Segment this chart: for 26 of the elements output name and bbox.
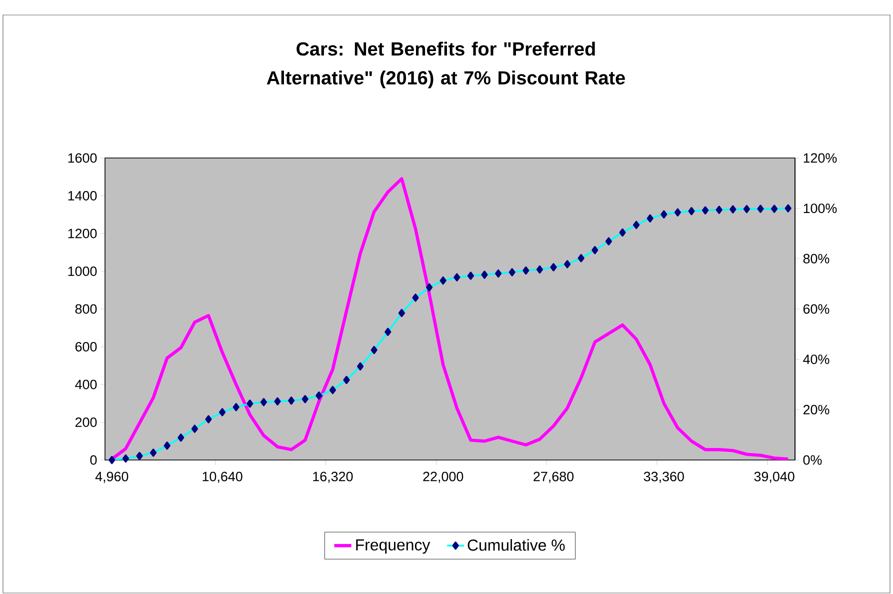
chart-title: Cars: Net Benefits for "Preferred Alternative" (2016) at 7% Discount Rate [266, 42, 625, 88]
x-tick-label: 16,320 [313, 472, 353, 483]
y-tick-label: 0 [90, 455, 97, 465]
x-tick-label: 4,960 [95, 472, 128, 483]
y-tick-label: 1400 [68, 190, 97, 200]
x-tick-label: 39,040 [754, 472, 794, 483]
y2-tick-label: 120% [804, 153, 837, 163]
x-tick-label: 27,680 [534, 472, 574, 483]
legend-label: Cumulative % [468, 539, 565, 551]
y-tick-label: 1600 [68, 153, 97, 163]
y-tick-label: 1200 [68, 228, 97, 238]
y2-tick-label: 40% [803, 354, 830, 364]
y2-tick-label: 100% [804, 204, 837, 214]
y-tick-label: 400 [75, 380, 97, 390]
y-tick-label: 200 [75, 417, 97, 428]
y-tick-label: 800 [75, 304, 97, 314]
y-tick-label: 600 [75, 342, 97, 352]
y2-tick-label: 20% [803, 404, 830, 414]
y2-tick-label: 80% [803, 254, 830, 264]
x-tick-label: 10,640 [202, 472, 242, 483]
x-tick-label: 33,360 [644, 472, 684, 483]
y2-tick-label: 0% [803, 455, 822, 465]
y2-tick-label: 60% [803, 304, 830, 314]
y-tick-label: 1000 [68, 266, 97, 276]
x-tick-label: 22,000 [423, 472, 464, 483]
legend-label: Frequency [356, 539, 430, 554]
